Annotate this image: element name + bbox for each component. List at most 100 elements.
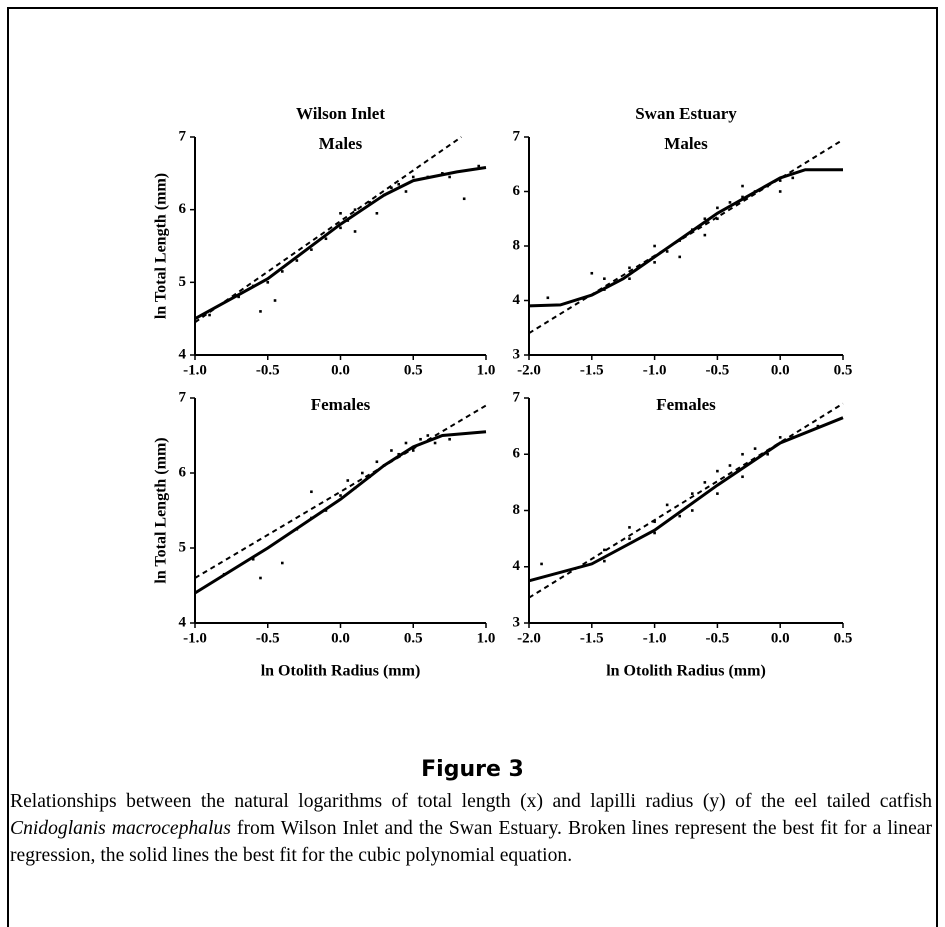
data-point [741, 195, 744, 199]
x-tick-label: 0.0 [771, 362, 790, 378]
data-point [778, 179, 782, 182]
data-point [339, 494, 342, 497]
data-point [237, 295, 240, 299]
x-tick-label: 0.5 [404, 630, 423, 646]
data-point [540, 562, 543, 566]
data-point [703, 233, 707, 237]
data-point [728, 464, 732, 467]
y-tick-label: 8 [513, 502, 521, 518]
linear-fit [194, 136, 462, 324]
data-point [251, 557, 255, 561]
data-point [678, 514, 682, 518]
y-tick-label: 5 [179, 274, 187, 290]
x-tick-label: 0.0 [331, 362, 350, 378]
data-point [404, 441, 408, 445]
caption-text: Relationships between the natural logari… [10, 791, 932, 812]
linear-fit [528, 402, 844, 599]
data-point [310, 490, 313, 494]
y-tick-label: 7 [513, 128, 521, 144]
data-point [295, 259, 299, 262]
data-point [448, 437, 451, 441]
y-tick-label: 6 [513, 183, 521, 199]
data-point [375, 460, 379, 464]
caption-species: Cnidoglanis macrocephalus [10, 818, 231, 839]
data-point [266, 281, 270, 284]
data-point [310, 248, 313, 251]
x-tick-label: 0.0 [331, 630, 350, 646]
data-point [603, 548, 606, 552]
x-tick-label: 1.0 [477, 362, 496, 378]
data-point [208, 313, 211, 317]
caption-text: from Wilson Inlet and the Swan Estuary. … [10, 818, 932, 866]
data-point [353, 208, 357, 211]
y-tick-label: 7 [513, 389, 521, 405]
data-point [716, 469, 719, 473]
data-point [628, 277, 631, 280]
data-point [462, 197, 466, 201]
data-point [273, 299, 277, 302]
data-point [390, 449, 393, 452]
data-point [324, 237, 328, 241]
data-point [665, 503, 669, 507]
data-point [741, 184, 744, 188]
data-point [653, 261, 656, 264]
linear-fit [194, 404, 487, 579]
figure-caption: Relationships between the natural logari… [10, 788, 932, 869]
data-point [741, 475, 744, 479]
y-tick-label: 4 [513, 558, 521, 574]
data-point [397, 182, 400, 186]
panel-title: Wilson Inlet [296, 104, 385, 123]
y-tick-label: 7 [179, 128, 187, 144]
x-tick-label: -2.0 [517, 630, 541, 646]
data-point [339, 212, 342, 215]
data-point [716, 217, 719, 221]
data-point [281, 561, 284, 565]
data-point [433, 441, 437, 445]
data-point [753, 447, 757, 450]
y-tick-label: 4 [179, 346, 187, 362]
data-point [390, 186, 393, 190]
data-point [690, 509, 694, 512]
data-point [353, 230, 357, 233]
data-point [411, 449, 415, 452]
y-tick-label: 4 [513, 292, 521, 308]
x-tick-label: 0.5 [834, 630, 853, 646]
x-tick-label: -0.5 [706, 362, 730, 378]
x-tick-label: -1.0 [183, 630, 207, 646]
data-point [628, 266, 631, 270]
data-point [426, 434, 430, 437]
x-tick-label: -0.5 [706, 630, 730, 646]
data-point [791, 176, 795, 180]
data-point [728, 201, 732, 204]
data-point [603, 559, 606, 563]
y-tick-label: 7 [179, 389, 187, 405]
x-tick-label: -1.0 [643, 630, 667, 646]
figure-label: Figure 3 [421, 757, 524, 782]
y-tick-label: 6 [179, 464, 187, 480]
x-tick-label: -0.5 [256, 630, 280, 646]
data-point [368, 201, 371, 204]
y-tick-label: 6 [513, 446, 521, 462]
data-point [741, 452, 744, 456]
data-point [653, 520, 656, 524]
data-point [690, 492, 694, 495]
x-tick-label: -1.0 [183, 362, 207, 378]
data-point [397, 452, 400, 456]
data-point [259, 576, 262, 580]
data-point [259, 310, 262, 313]
data-point [678, 255, 682, 259]
data-point [546, 296, 550, 300]
x-tick-label: 1.0 [477, 630, 496, 646]
x-axis-label: ln Otolith Radius (mm) [606, 663, 766, 680]
data-point [628, 537, 631, 540]
cubic-fit [194, 166, 487, 321]
y-axis-label: ln Total Length (mm) [153, 173, 170, 319]
data-point [404, 190, 408, 193]
data-point [778, 190, 782, 193]
cubic-fit [528, 168, 843, 308]
x-axis-label: ln Otolith Radius (mm) [261, 663, 421, 680]
data-point [603, 277, 606, 280]
data-point [448, 175, 451, 179]
x-tick-label: -0.5 [256, 362, 280, 378]
